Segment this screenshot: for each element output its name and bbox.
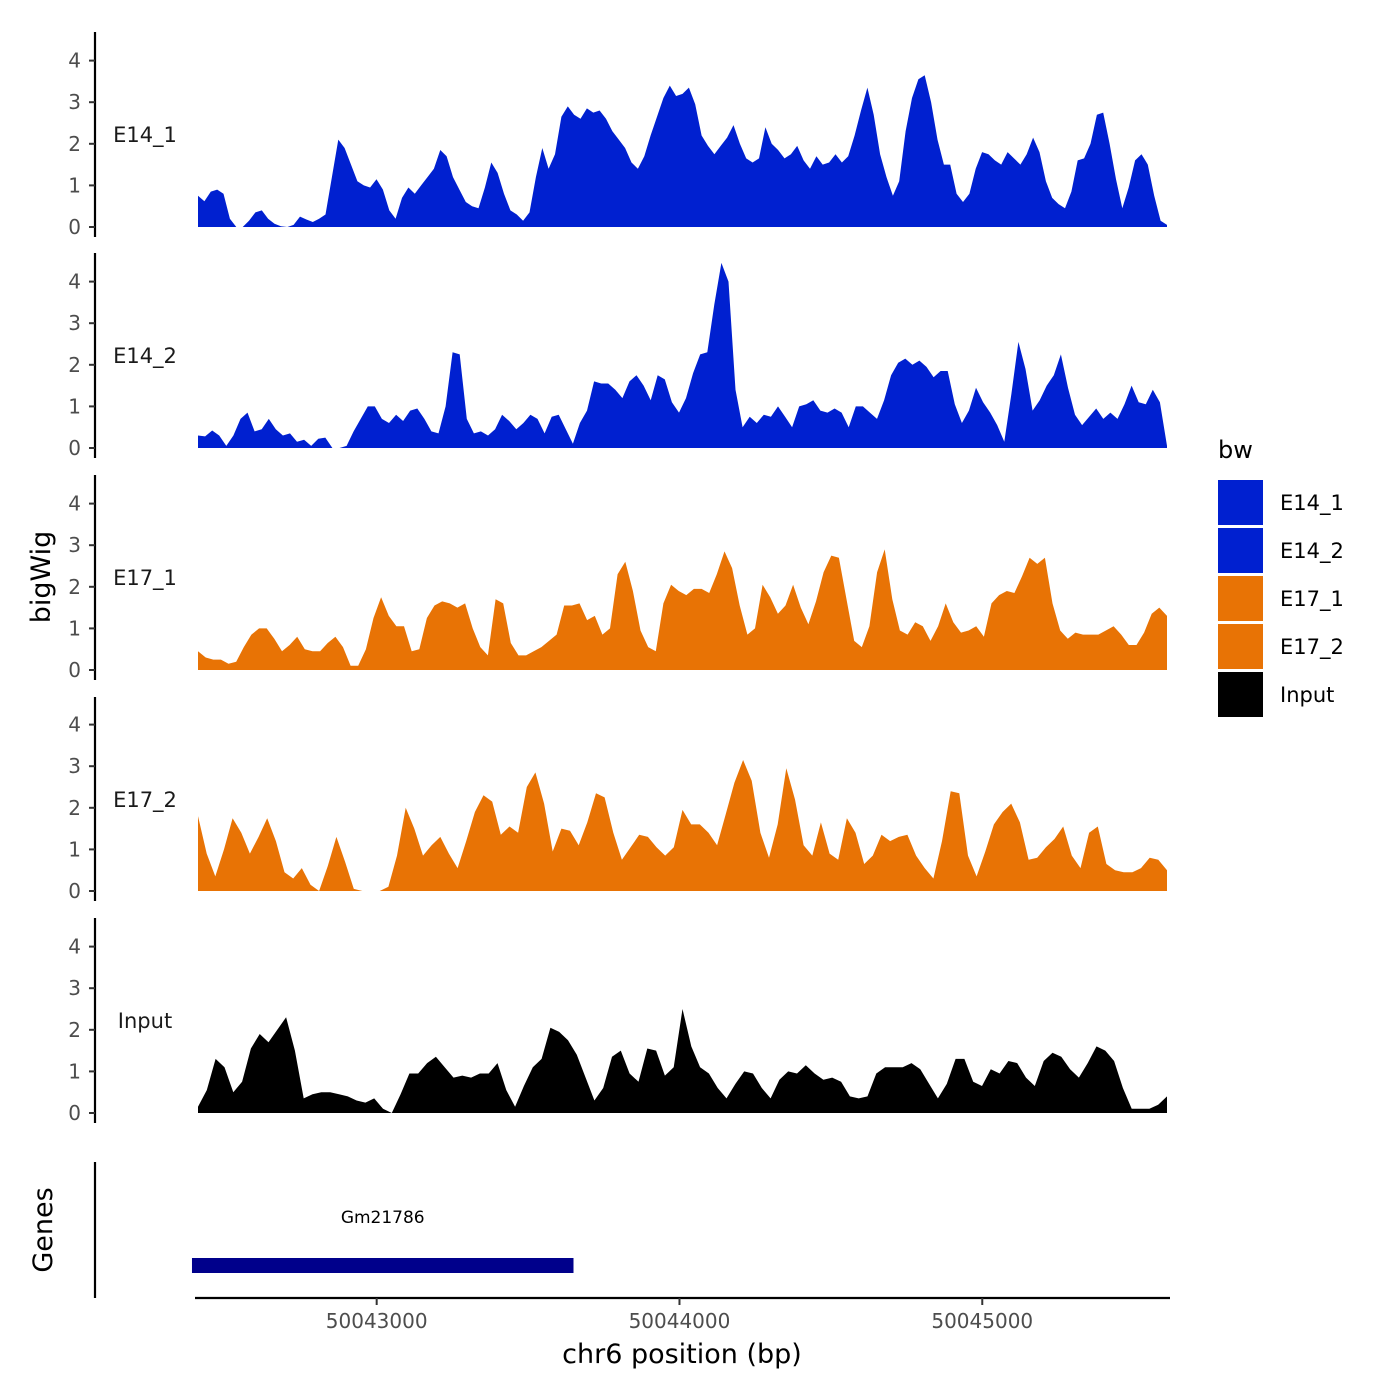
legend-label: E17_1	[1280, 587, 1344, 612]
x-axis: 50043000 50044000 50045000 chr6 position (…	[195, 1296, 1170, 1370]
y-tick-label: 0	[68, 1101, 81, 1125]
x-ticks: 50043000 50044000 50045000	[326, 1298, 1033, 1333]
track-e14-2: 0 1 2 3 4 E14_2	[68, 253, 1167, 460]
y-tick-label: 3	[68, 976, 81, 1000]
y-tick-label: 1	[68, 837, 81, 861]
track-e14-1: 0 1 2 3 4 E14_1	[68, 32, 1167, 239]
signal-area-e14-1	[198, 75, 1167, 227]
y-tick-label: 1	[68, 1059, 81, 1083]
y-tick-label: 2	[68, 575, 81, 599]
x-tick-label: 50043000	[326, 1309, 428, 1333]
y-tick-label: 0	[68, 436, 81, 460]
y-tick-label: 4	[68, 49, 81, 73]
x-axis-title: chr6 position (bp)	[562, 1339, 802, 1370]
legend-label: E14_2	[1280, 539, 1344, 564]
gene-body	[191, 1258, 574, 1273]
legend-key	[1218, 528, 1263, 573]
x-tick-label: 50044000	[629, 1309, 731, 1333]
y-tick-label: 2	[68, 1018, 81, 1042]
legend: bw E14_1 E14_2 E17_1 E17_2 Input	[1218, 436, 1344, 717]
signal-area-input	[198, 1009, 1167, 1113]
legend-label: E17_2	[1280, 635, 1344, 660]
genes-panel: Genes Gm21786	[28, 1162, 574, 1298]
signal-area-e17-1	[198, 549, 1167, 670]
y-tick-label: 1	[68, 616, 81, 640]
signal-area-e17-2	[198, 760, 1167, 891]
legend-key	[1218, 672, 1263, 717]
signal-tracks: 0 1 2 3 4 E14_1 0 1 2 3 4 E14_2 0 1 2 3 4 E17_1 0 1 2 3 4 E17_2…	[68, 32, 1167, 1125]
y-tick-label: 2	[68, 353, 81, 377]
track-e17-2: 0 1 2 3 4 E17_2	[68, 697, 1167, 903]
track-input: 0 1 2 3 4 Input	[68, 918, 1167, 1125]
y-tick-label: 2	[68, 796, 81, 820]
x-tick-label: 50045000	[931, 1309, 1033, 1333]
y-tick-label: 3	[68, 754, 81, 778]
y-tick-label: 3	[68, 311, 81, 335]
track-label: E14_2	[113, 344, 177, 369]
signal-area-e14-2	[198, 262, 1167, 448]
track-label: E17_2	[113, 788, 177, 813]
track-label: E14_1	[113, 123, 177, 148]
y-tick-label: 1	[68, 173, 81, 197]
y-tick-label: 0	[68, 215, 81, 239]
track-label: E17_1	[113, 566, 177, 591]
track-e17-1: 0 1 2 3 4 E17_1	[68, 475, 1167, 682]
gene-models: Gm21786	[191, 1208, 574, 1273]
y-tick-label: 4	[68, 270, 81, 294]
y-tick-label: 4	[68, 935, 81, 959]
y-tick-label: 1	[68, 394, 81, 418]
y-tick-label: 4	[68, 713, 81, 737]
legend-label: Input	[1280, 683, 1334, 707]
y-tick-label: 0	[68, 658, 81, 682]
y-tick-label: 3	[68, 90, 81, 114]
legend-key	[1218, 624, 1263, 669]
y-axis-title: bigWig	[26, 531, 57, 624]
legend-key	[1218, 576, 1263, 621]
legend-title: bw	[1218, 436, 1253, 464]
legend-label: E14_1	[1280, 491, 1344, 516]
track-label: Input	[118, 1009, 172, 1033]
genes-axis-title: Genes	[28, 1187, 59, 1272]
y-tick-label: 2	[68, 132, 81, 156]
y-tick-label: 4	[68, 492, 81, 516]
gene-name-label: Gm21786	[341, 1208, 425, 1228]
legend-key	[1218, 480, 1263, 525]
y-tick-label: 3	[68, 533, 81, 557]
legend-items: E14_1 E14_2 E17_1 E17_2 Input	[1218, 480, 1344, 717]
y-tick-label: 0	[68, 879, 81, 903]
